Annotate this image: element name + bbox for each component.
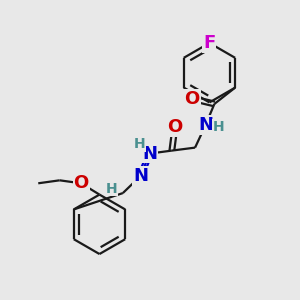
Text: N: N [133,167,148,185]
Text: H: H [106,182,117,196]
Text: F: F [203,34,216,52]
Text: H: H [213,120,225,134]
Text: O: O [184,90,200,108]
Text: O: O [74,174,89,192]
Text: N: N [198,116,213,134]
Text: N: N [142,145,157,163]
Text: O: O [167,118,182,136]
Text: H: H [134,137,145,151]
